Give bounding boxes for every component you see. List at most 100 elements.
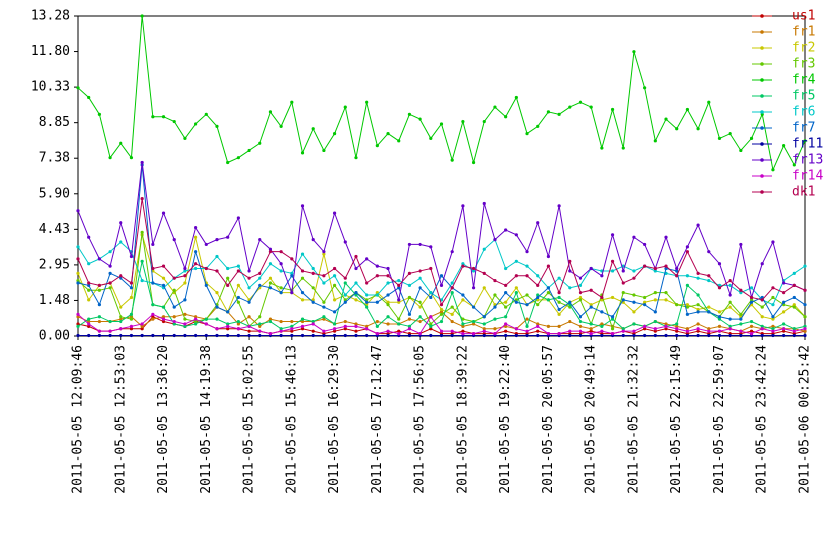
data-point bbox=[643, 324, 647, 328]
data-point bbox=[504, 322, 508, 326]
y-tick-label: 13.28 bbox=[31, 9, 70, 24]
data-point bbox=[226, 322, 230, 326]
data-point bbox=[578, 100, 583, 104]
data-point bbox=[108, 281, 112, 285]
data-point bbox=[621, 298, 625, 302]
data-point bbox=[161, 115, 166, 119]
data-point bbox=[76, 257, 80, 261]
data-point bbox=[536, 283, 540, 287]
data-point bbox=[226, 160, 230, 165]
data-point bbox=[568, 105, 572, 109]
data-point bbox=[504, 283, 508, 287]
data-point bbox=[418, 331, 422, 336]
y-tick-label: 1.48 bbox=[39, 293, 70, 308]
data-point bbox=[108, 329, 112, 333]
data-point bbox=[696, 333, 700, 338]
data-point bbox=[161, 317, 166, 321]
data-point bbox=[183, 333, 187, 338]
data-point bbox=[172, 238, 176, 242]
data-point bbox=[675, 274, 679, 278]
data-point bbox=[172, 319, 176, 324]
data-point bbox=[760, 305, 764, 309]
data-point bbox=[760, 315, 764, 319]
data-point bbox=[728, 131, 732, 136]
data-point bbox=[482, 201, 486, 206]
data-point bbox=[589, 322, 593, 326]
data-point bbox=[119, 333, 123, 338]
data-point bbox=[140, 14, 144, 18]
legend-label: dk1 bbox=[792, 185, 815, 200]
data-point bbox=[76, 278, 80, 283]
x-tick-label: 2011-05-05 23:42:24 bbox=[755, 345, 770, 494]
data-point bbox=[514, 274, 518, 278]
y-tick-label: 11.80 bbox=[31, 44, 70, 59]
data-point bbox=[87, 319, 91, 324]
data-point bbox=[707, 305, 711, 309]
legend-marker bbox=[760, 14, 764, 18]
data-point bbox=[514, 259, 518, 263]
data-point bbox=[514, 286, 518, 290]
data-point bbox=[504, 324, 508, 328]
data-point bbox=[204, 333, 208, 338]
data-point bbox=[375, 264, 379, 268]
data-point bbox=[236, 283, 240, 287]
data-point bbox=[311, 127, 315, 131]
data-point bbox=[332, 266, 337, 271]
data-point bbox=[664, 322, 668, 326]
data-point bbox=[397, 322, 401, 326]
data-point bbox=[236, 269, 240, 273]
data-point bbox=[236, 333, 240, 338]
series-line bbox=[77, 164, 806, 320]
data-point bbox=[504, 305, 508, 309]
data-point bbox=[140, 324, 144, 328]
data-point bbox=[439, 303, 444, 307]
data-point bbox=[161, 283, 166, 287]
data-point bbox=[119, 315, 123, 319]
x-tick-label: 2011-05-05 12:09:46 bbox=[71, 345, 86, 494]
data-point bbox=[407, 283, 412, 287]
series-line bbox=[77, 261, 806, 330]
data-point bbox=[386, 329, 390, 333]
data-point bbox=[87, 288, 91, 292]
x-tick-label: 2011-05-05 13:36:20 bbox=[156, 345, 171, 494]
data-point bbox=[504, 115, 508, 119]
data-point bbox=[279, 333, 283, 338]
data-point bbox=[397, 283, 401, 287]
data-point bbox=[578, 295, 583, 300]
data-point bbox=[332, 322, 337, 326]
data-point bbox=[653, 333, 657, 338]
data-point bbox=[664, 291, 668, 295]
legend-marker bbox=[760, 78, 764, 82]
data-point bbox=[739, 242, 743, 247]
data-point bbox=[194, 322, 198, 326]
data-point bbox=[236, 300, 240, 304]
data-point bbox=[397, 331, 401, 336]
data-point bbox=[675, 324, 679, 328]
data-point bbox=[183, 274, 187, 278]
data-point bbox=[439, 329, 444, 333]
data-point bbox=[119, 319, 123, 324]
data-point bbox=[172, 315, 176, 319]
data-point bbox=[600, 329, 604, 333]
data-point bbox=[632, 333, 636, 338]
data-point bbox=[397, 139, 401, 143]
data-point bbox=[749, 324, 754, 328]
data-point bbox=[215, 254, 219, 259]
data-point bbox=[653, 319, 657, 324]
data-point bbox=[578, 324, 583, 328]
data-point bbox=[717, 317, 722, 321]
data-point bbox=[119, 141, 123, 145]
data-point bbox=[792, 283, 796, 287]
data-point bbox=[97, 288, 101, 292]
data-point bbox=[504, 291, 508, 295]
x-tick-label: 2011-05-05 19:22:40 bbox=[498, 345, 513, 494]
data-point bbox=[632, 293, 636, 297]
data-point bbox=[215, 124, 219, 128]
data-point bbox=[76, 315, 80, 319]
data-point bbox=[418, 276, 422, 280]
data-point bbox=[161, 211, 166, 215]
x-tick-label: 2011-05-05 22:59:07 bbox=[712, 345, 727, 494]
data-point bbox=[236, 327, 240, 331]
data-point bbox=[643, 264, 647, 268]
data-point bbox=[782, 310, 786, 314]
